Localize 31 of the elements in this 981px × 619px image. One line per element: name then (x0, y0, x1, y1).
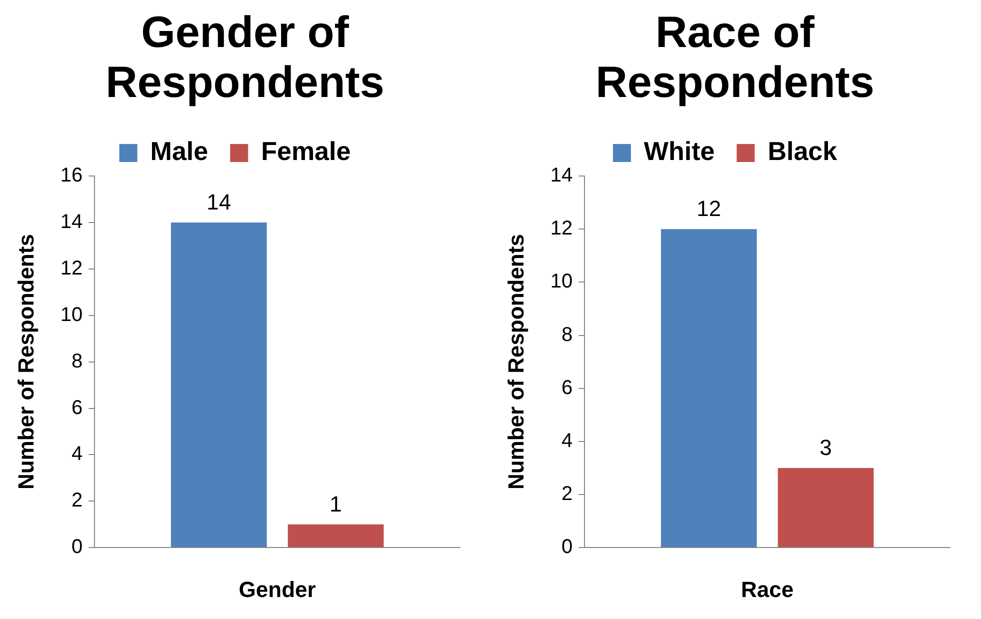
y-axis-title: Number of Respondents (13, 234, 38, 490)
y-tick-label: 14 (60, 210, 83, 233)
chart-title: Gender of Respondents (104, 8, 386, 109)
y-tick-label: 6 (72, 396, 83, 419)
y-tick-label: 12 (550, 218, 573, 240)
data-label: 12 (696, 196, 722, 222)
y-tick-label: 16 (60, 164, 83, 187)
y-tick-label: 0 (562, 536, 573, 558)
y-tick-label: 8 (562, 324, 573, 346)
y-tick-label: 2 (562, 483, 573, 506)
y-tick-label: 4 (562, 430, 573, 452)
data-label: 1 (330, 491, 342, 516)
x-axis-title: Gender (238, 576, 316, 602)
y-tick-label: 10 (60, 304, 83, 326)
y-tick-label: 4 (72, 443, 83, 466)
y-tick-label: 6 (562, 376, 573, 399)
y-tick-label: 12 (60, 257, 83, 280)
y-tick-label: 8 (72, 350, 83, 372)
legend-label: White (644, 136, 715, 166)
legend-label: Female (261, 136, 351, 166)
y-tick-label: 10 (550, 270, 573, 293)
legend-label: Black (768, 136, 838, 166)
data-label: 3 (820, 435, 832, 460)
y-tick-label: 2 (72, 490, 83, 512)
y-axis-title: Number of Respondents (503, 234, 528, 490)
y-tick-label: 14 (550, 164, 573, 187)
data-label: 14 (206, 190, 232, 215)
legend-label: Male (150, 136, 208, 166)
chart-title: Race of Respondents (594, 8, 876, 109)
y-tick-label: 0 (72, 536, 83, 558)
x-axis-title: Race (741, 576, 794, 602)
